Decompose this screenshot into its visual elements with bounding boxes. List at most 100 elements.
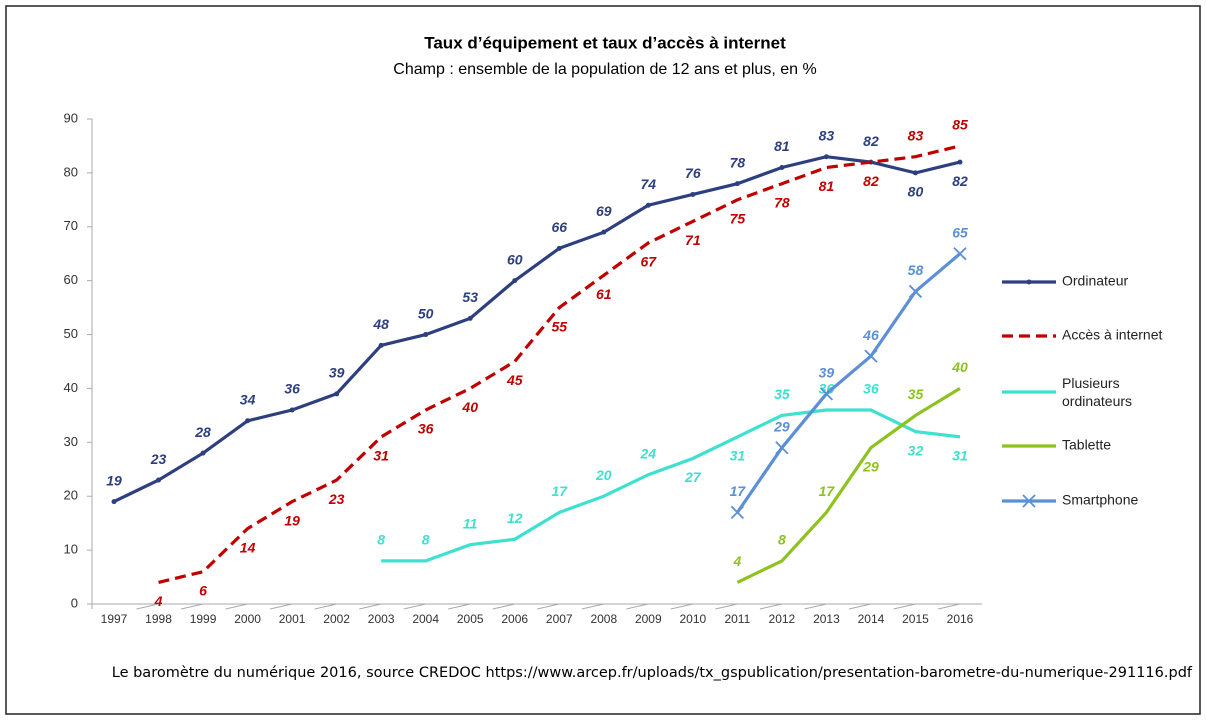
y-tick-label: 50 (64, 326, 78, 341)
data-label: 6 (199, 582, 207, 598)
data-label: 81 (774, 138, 790, 154)
data-label: 66 (551, 219, 567, 235)
point (953, 247, 967, 261)
x-tick (759, 603, 783, 610)
data-label: 23 (150, 451, 167, 467)
x-tick (180, 603, 204, 610)
point (289, 407, 295, 413)
point (601, 229, 607, 235)
point (156, 477, 162, 483)
x-tick (269, 603, 293, 610)
legend-marker (1026, 279, 1032, 285)
x-tick (359, 603, 382, 610)
x-tick-label: 1999 (190, 612, 217, 626)
x-tick (626, 603, 649, 610)
data-label: 20 (595, 467, 612, 483)
x-tick (225, 603, 248, 610)
x-tick-label: 2015 (902, 612, 929, 626)
point (200, 450, 206, 456)
y-tick-label: 20 (64, 488, 78, 503)
point (645, 202, 651, 208)
data-label: 40 (461, 399, 478, 415)
x-tick-label: 2005 (457, 612, 484, 626)
data-label: 27 (684, 469, 702, 485)
data-label: 55 (551, 318, 567, 334)
legend-label: Accès à internet (1062, 327, 1162, 343)
data-label: 39 (819, 365, 835, 381)
data-label: 35 (908, 386, 924, 402)
point (111, 499, 117, 505)
data-label: 65 (952, 224, 968, 240)
data-label: 75 (730, 211, 746, 227)
point (378, 342, 384, 348)
y-tick-label: 30 (64, 434, 78, 449)
data-label: 4 (732, 553, 741, 569)
x-tick-label: 2009 (635, 612, 662, 626)
data-label: 36 (284, 381, 300, 397)
data-label: 34 (240, 391, 256, 407)
point (730, 505, 745, 520)
point (864, 349, 878, 363)
y-tick-label: 10 (64, 542, 78, 557)
x-tick-label: 2010 (679, 612, 706, 626)
data-label: 17 (730, 483, 747, 499)
x-tick-label: 2007 (546, 612, 573, 626)
x-tick (136, 603, 159, 610)
data-label: 8 (778, 532, 786, 548)
y-tick-label: 90 (64, 110, 78, 125)
data-label: 80 (908, 184, 924, 200)
data-label: 32 (908, 442, 924, 458)
data-label: 36 (863, 381, 879, 397)
data-label: 74 (641, 176, 657, 192)
data-label: 8 (377, 532, 385, 548)
data-label: 14 (240, 539, 256, 555)
x-tick (403, 603, 426, 610)
x-tick-label: 2016 (947, 612, 974, 626)
data-label: 76 (685, 165, 701, 181)
chart-title: Taux d’équipement et taux d’accès à inte… (424, 33, 786, 52)
point (912, 170, 918, 176)
data-label: 31 (952, 448, 968, 464)
x-tick (537, 603, 560, 610)
data-label: 24 (640, 445, 657, 461)
data-label: 28 (194, 424, 211, 440)
point (823, 154, 829, 160)
legend-label: Smartphone (1062, 492, 1138, 508)
x-tick-label: 1997 (101, 612, 128, 626)
data-label: 78 (730, 154, 746, 170)
frame (5, 5, 1201, 715)
x-tick-label: 2013 (813, 612, 840, 626)
x-tick-label: 2011 (724, 612, 750, 626)
legend-label: Plusieurs ordinateurs (1062, 375, 1132, 409)
data-label: 29 (773, 418, 790, 434)
point (467, 315, 473, 321)
point (775, 441, 789, 455)
point (512, 278, 518, 284)
data-label: 29 (862, 458, 879, 474)
data-label: 67 (641, 254, 658, 270)
x-tick (893, 603, 916, 610)
data-label: 17 (819, 483, 836, 499)
x-tick (581, 603, 604, 610)
data-label: 60 (507, 251, 523, 267)
y-tick-label: 0 (71, 595, 78, 610)
data-label: 78 (774, 194, 790, 210)
series-line (736, 252, 962, 514)
data-label: 61 (596, 286, 612, 302)
point (908, 284, 923, 299)
x-tick-label: 1998 (145, 612, 172, 626)
x-tick-label: 2014 (858, 612, 885, 626)
x-tick-label: 2006 (501, 612, 528, 626)
x-tick (492, 603, 515, 610)
x-tick-label: 2000 (234, 612, 261, 626)
point (423, 332, 429, 338)
point (334, 391, 340, 397)
data-label: 35 (774, 386, 790, 402)
point (556, 245, 562, 251)
point (245, 418, 251, 424)
data-label: 36 (819, 381, 835, 397)
data-label: 83 (819, 127, 835, 143)
data-label: 31 (730, 448, 746, 464)
data-label: 40 (951, 359, 968, 375)
